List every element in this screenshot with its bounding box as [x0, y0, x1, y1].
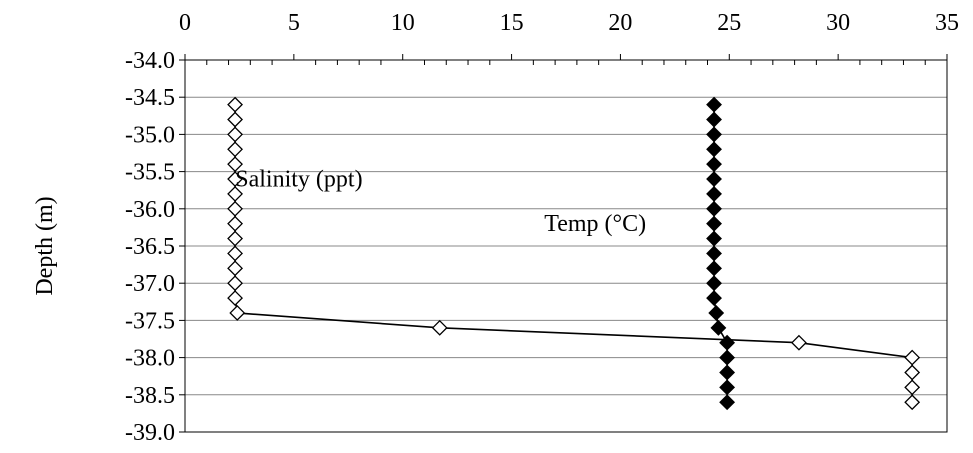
x-tick-label: 30: [826, 10, 850, 36]
salinity-point: [904, 349, 921, 366]
temperature-point: [719, 379, 736, 396]
temperature-point: [706, 260, 722, 277]
temperature-point: [706, 156, 722, 173]
x-tick-label: 15: [500, 10, 524, 36]
salinity-point: [227, 215, 243, 232]
salinity-point: [904, 394, 921, 411]
salinity-point: [227, 245, 243, 262]
y-tick-label: -37.5: [125, 308, 175, 334]
temperature-point: [706, 245, 722, 262]
y-tick-label: -38.0: [125, 346, 175, 372]
salinity-point: [227, 111, 243, 128]
x-tick-label: 5: [288, 10, 300, 36]
salinity-point: [227, 141, 243, 158]
temperature-point: [706, 230, 722, 247]
temperature-point: [719, 349, 736, 366]
salinity-point: [227, 126, 243, 143]
salinity-point: [227, 275, 243, 292]
salinity-point: [904, 364, 921, 381]
y-axis-ticks: -34.0 -34.5 -35.0 -35.5 -36.0 -36.5 -37.0 -37.5…: [125, 48, 185, 446]
temperature-point: [706, 215, 722, 232]
temperature-point: [710, 319, 727, 336]
salinity-point: [431, 319, 448, 336]
temperature-point: [706, 126, 722, 143]
salinity-point: [227, 96, 243, 113]
y-tick-label: -34.5: [125, 85, 175, 111]
salinity-series: [227, 96, 921, 411]
x-axis-ticks: 0 5 10 15 20 25 30 35: [179, 10, 959, 65]
temperature-point: [706, 200, 722, 217]
y-tick-label: -35.0: [125, 122, 175, 148]
salinity-point: [904, 379, 921, 396]
salinity-point: [229, 305, 246, 321]
y-tick-label: -36.0: [125, 197, 175, 223]
temperature-point: [706, 186, 722, 202]
y-tick-label: -35.5: [125, 160, 175, 186]
temperature-label: Temp (°C): [544, 211, 646, 237]
salinity-point: [227, 200, 243, 217]
temperature-point: [719, 364, 736, 381]
salinity-point: [227, 290, 243, 306]
temperature-point: [708, 305, 725, 321]
temperature-point: [706, 141, 722, 158]
temperature-point: [706, 96, 722, 113]
temperature-point: [719, 394, 736, 411]
temperature-point: [706, 111, 722, 128]
y-axis-title: Depth (m): [32, 196, 58, 295]
x-tick-label: 35: [935, 10, 959, 36]
y-tick-label: -34.0: [125, 48, 175, 74]
x-tick-label: 10: [391, 10, 415, 36]
salinity-point: [227, 260, 243, 277]
x-tick-label: 0: [179, 10, 191, 36]
salinity-label: Salinity (ppt): [235, 166, 362, 192]
y-tick-label: -36.5: [125, 234, 175, 260]
x-tick-label: 20: [608, 10, 632, 36]
temperature-point: [706, 275, 722, 292]
y-tick-label: -38.5: [125, 383, 175, 409]
salinity-point: [227, 230, 243, 247]
y-tick-label: -39.0: [125, 420, 175, 446]
series-labels: Salinity (ppt) Temp (°C): [235, 166, 646, 237]
series-layer: [227, 96, 921, 411]
temperature-point: [719, 334, 736, 351]
temperature-point: [706, 290, 722, 306]
y-tick-label: -37.0: [125, 271, 175, 297]
temperature-series: [706, 96, 736, 411]
salinity-point: [791, 334, 807, 351]
temperature-point: [706, 171, 722, 187]
x-tick-label: 25: [717, 10, 741, 36]
gridlines: [185, 59, 947, 433]
